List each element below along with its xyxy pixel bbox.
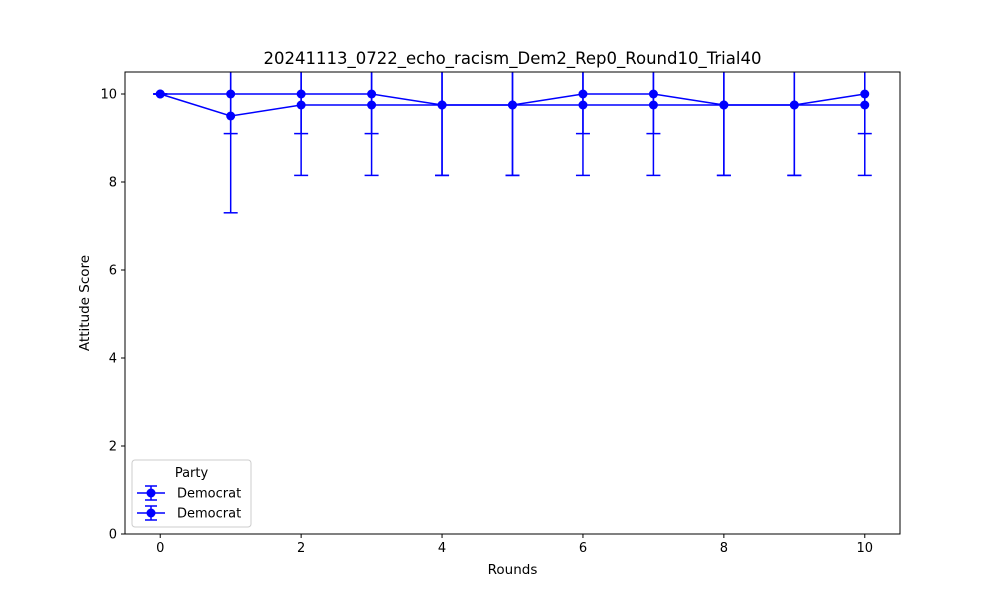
- series-2: [153, 72, 872, 177]
- data-point: [719, 100, 729, 110]
- chart-title: 20241113_0722_echo_racism_Dem2_Rep0_Roun…: [264, 49, 762, 69]
- data-point: [226, 89, 236, 99]
- data-point: [367, 89, 377, 99]
- y-axis-label: Attitude Score: [77, 255, 93, 351]
- x-axis-ticks: 0 2 4 6 8 10: [156, 534, 873, 556]
- x-tick-label: 8: [720, 541, 728, 556]
- legend-marker: [146, 508, 156, 518]
- y-tick-label: 8: [109, 176, 117, 191]
- data-point: [437, 100, 447, 110]
- legend-label: Democrat: [177, 487, 241, 502]
- plot-frame: [124, 71, 901, 535]
- y-tick-label: 4: [109, 352, 117, 367]
- x-tick-label: 4: [438, 541, 446, 556]
- y-axis-ticks: 0 2 4 6 8 10: [100, 88, 125, 543]
- legend-marker: [146, 488, 156, 498]
- data-point: [648, 89, 658, 99]
- x-tick-label: 0: [156, 541, 164, 556]
- legend-entry: Democrat: [137, 485, 241, 502]
- y-tick-label: 6: [109, 264, 117, 279]
- x-tick-label: 2: [297, 541, 305, 556]
- x-axis-label: Rounds: [488, 562, 538, 578]
- series-layer: [153, 72, 872, 214]
- data-point: [296, 89, 306, 99]
- data-point: [789, 100, 799, 110]
- data-point: [578, 89, 588, 99]
- data-point: [155, 89, 165, 99]
- x-tick-label: 10: [856, 541, 873, 556]
- data-point: [508, 100, 517, 110]
- x-tick-label: 6: [579, 541, 587, 556]
- data-point: [860, 89, 870, 99]
- y-tick-label: 0: [109, 528, 117, 543]
- legend: Party Democrat Democrat: [131, 459, 252, 528]
- legend-label: Democrat: [177, 507, 241, 522]
- legend-box: [131, 459, 252, 528]
- legend-entry: Democrat: [137, 505, 241, 522]
- legend-title: Party: [175, 466, 209, 481]
- y-tick-label: 10: [100, 88, 117, 103]
- y-tick-label: 2: [109, 440, 117, 455]
